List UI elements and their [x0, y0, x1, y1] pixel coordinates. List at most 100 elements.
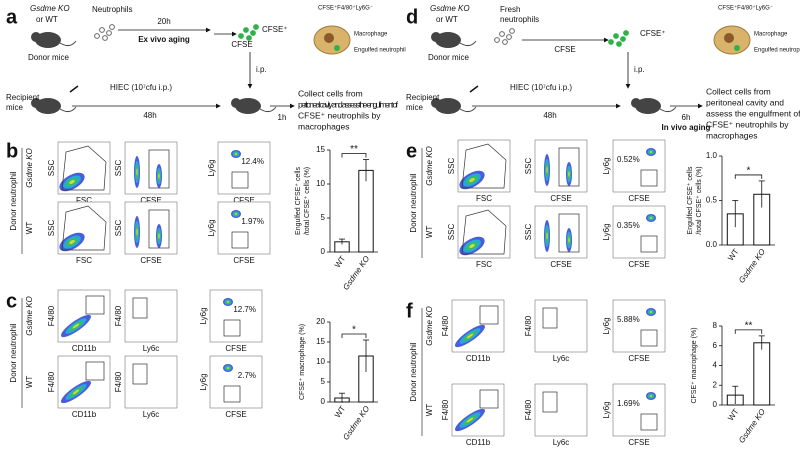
y-tick-label: 10: [316, 179, 325, 188]
label: CFSE⁺ neutrophils by: [298, 110, 381, 120]
density-blob: [466, 333, 474, 339]
density-blob: [136, 168, 138, 176]
group-label: Gsdme KO: [25, 148, 34, 188]
significance-bracket: [734, 329, 763, 334]
density-blob: [136, 228, 138, 236]
axis-label: SSC: [524, 158, 533, 175]
density-blob: [158, 173, 160, 179]
y-tick-label: 5: [321, 377, 326, 386]
percent-label: 12.7%: [233, 305, 256, 314]
label: f: [406, 300, 413, 322]
axis-label: FSC: [476, 260, 492, 269]
mouse-icon: [59, 106, 77, 113]
flow-plot: [217, 201, 271, 255]
y-tick-label: 0: [713, 400, 718, 409]
density-blob: [466, 417, 474, 423]
axis-label: F4/80: [441, 315, 450, 336]
mouse-icon: [231, 98, 241, 108]
label: mice: [6, 103, 23, 112]
percent-label: 1.69%: [617, 399, 640, 408]
gate: [640, 329, 658, 347]
axis-label: CFSE: [233, 196, 254, 205]
density-blob: [568, 237, 570, 243]
y-tick-label: 5: [321, 213, 326, 222]
density-blob: [469, 243, 475, 249]
density-blob: [568, 171, 570, 177]
gate: [461, 143, 507, 189]
cell-icon: [502, 39, 508, 45]
group-label: Gsdme KO: [425, 146, 434, 186]
label: 48h: [543, 111, 556, 120]
axis-label: Ly6c: [553, 354, 570, 363]
gate: [223, 319, 241, 337]
y-tick-label: 15: [316, 337, 325, 346]
macrophage-icon: [724, 33, 734, 43]
bar: [358, 169, 374, 253]
label: Macrophage: [354, 32, 388, 38]
axis-label: CFSE: [140, 196, 161, 205]
flow-plot: [534, 205, 588, 259]
axis-label: SSC: [47, 160, 56, 177]
cell-icon: [623, 30, 629, 36]
group-label: WT: [25, 222, 34, 235]
axis-label: CFSE: [550, 260, 571, 269]
axis-label: SSC: [447, 224, 456, 241]
mouse-icon: [59, 40, 77, 47]
flow-plot: [612, 139, 666, 193]
percent-label: 0.52%: [617, 155, 640, 164]
x-tick-label: Gsdme KO: [737, 407, 767, 445]
gate: [640, 235, 658, 253]
axis-label: F4/80: [114, 371, 123, 392]
cell-icon: [613, 33, 619, 39]
percent-label: 12.4%: [241, 157, 264, 166]
axis-label: F4/80: [441, 399, 450, 420]
cell-icon: [608, 39, 614, 45]
label: or WT: [436, 15, 458, 24]
gate: [640, 169, 658, 187]
group-label: WT: [25, 376, 34, 389]
label: i.p.: [256, 65, 267, 74]
axis-label: F4/80: [524, 315, 533, 336]
x-tick-label: WT: [726, 247, 741, 262]
mouse-icon: [431, 32, 441, 42]
label: i.p.: [634, 65, 645, 74]
y-axis-label: CFSE⁺ macrophage (%): [299, 324, 306, 400]
label: neutrophils: [500, 15, 539, 24]
label: Ex vivo aging: [138, 35, 190, 44]
axis-label: F4/80: [114, 305, 123, 326]
label: CFSE: [554, 45, 575, 54]
label: Fresh: [500, 5, 520, 14]
label: a: [6, 6, 18, 28]
cell-icon: [246, 35, 252, 41]
significance: *: [352, 325, 356, 336]
axis-label: CFSE: [225, 344, 246, 353]
flow-plot: [612, 299, 666, 353]
macrophage-icon: [324, 33, 334, 43]
axis-label: Ly6g: [602, 223, 611, 240]
y-tick-label: 6: [713, 341, 718, 350]
label: 1h: [278, 113, 287, 122]
label: assess the engulfment of: [706, 108, 800, 118]
y-axis-label: /total CFSE⁺ cells (%): [304, 167, 311, 235]
flow-plot: [457, 205, 511, 259]
label: In vivo aging: [662, 123, 711, 132]
cell-icon: [106, 30, 112, 36]
y-tick-label: 8: [713, 321, 718, 330]
label: Recipient: [6, 93, 40, 102]
label: HIEC (10⁷cfu i.p.): [510, 83, 572, 92]
side-label: Donor neutrophil: [409, 342, 418, 401]
side-label: Donor neutrophil: [9, 171, 18, 230]
cell-icon: [102, 35, 108, 41]
mouse-icon: [659, 106, 677, 113]
y-axis-label: CFSE⁺ macrophage (%): [691, 327, 698, 403]
density-blob: [546, 232, 548, 240]
density-blob: [649, 217, 653, 219]
bar: [753, 342, 771, 406]
axis-label: F4/80: [47, 371, 56, 392]
axis-label: FSC: [476, 194, 492, 203]
axis-label: CFSE: [628, 260, 649, 269]
axis-label: CFSE: [628, 194, 649, 203]
axis-label: Ly6g: [602, 401, 611, 418]
x-tick-label: Gsdme KO: [737, 247, 767, 285]
